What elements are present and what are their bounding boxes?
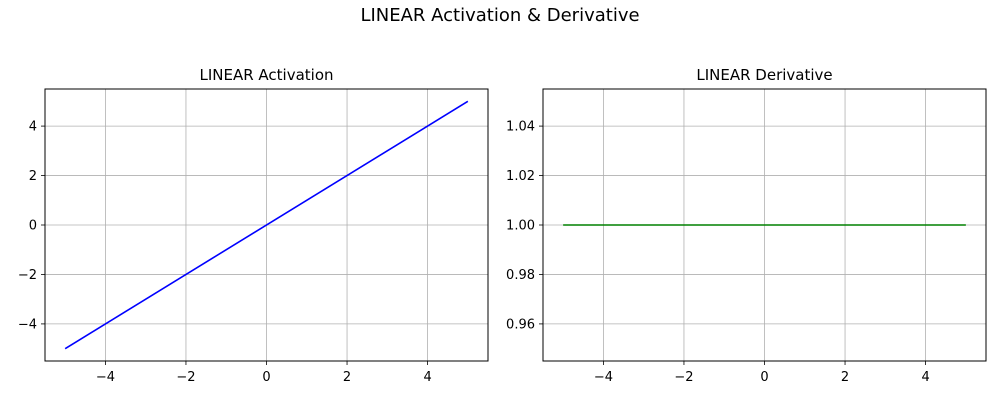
chart-title: LINEAR Activation bbox=[199, 66, 333, 84]
x-tick-label: −2 bbox=[176, 370, 195, 385]
figure-suptitle: LINEAR Activation & Derivative bbox=[360, 5, 640, 26]
x-tick-label: 2 bbox=[841, 370, 849, 385]
y-tick-label: 0.98 bbox=[506, 268, 535, 283]
x-tick-label: −4 bbox=[594, 370, 613, 385]
chart-panel-2: −4 −2 0 2 4 0.96 0.98 1.00 1.02 1.04 LINEAR Deriva… bbox=[506, 66, 987, 385]
x-tick-label: 4 bbox=[921, 370, 929, 385]
x-tick-label: −2 bbox=[674, 370, 693, 385]
y-tick-label: 1.00 bbox=[506, 219, 535, 234]
x-tick-label: 0 bbox=[760, 370, 768, 385]
y-tick-label: 0.96 bbox=[506, 317, 535, 332]
x-tick-label: 2 bbox=[343, 370, 351, 385]
x-tick-label: 4 bbox=[423, 370, 431, 385]
series-line-1 bbox=[64, 100, 469, 350]
y-tick-label: −2 bbox=[18, 268, 37, 283]
chart-panel-1: −4 −2 0 2 4 −4 −2 0 2 4 LINEAR Activation bbox=[18, 66, 489, 385]
y-tick-label: 2 bbox=[29, 169, 37, 184]
x-tick-label: 0 bbox=[262, 370, 270, 385]
y-tick-label: 4 bbox=[29, 120, 37, 135]
y-tick-label: −4 bbox=[18, 317, 37, 332]
x-tick-label: −4 bbox=[96, 370, 115, 385]
chart-title: LINEAR Derivative bbox=[696, 66, 832, 84]
y-tick-label: 0 bbox=[29, 219, 37, 234]
y-tick-label: 1.02 bbox=[506, 169, 535, 184]
y-tick-label: 1.04 bbox=[506, 120, 535, 135]
